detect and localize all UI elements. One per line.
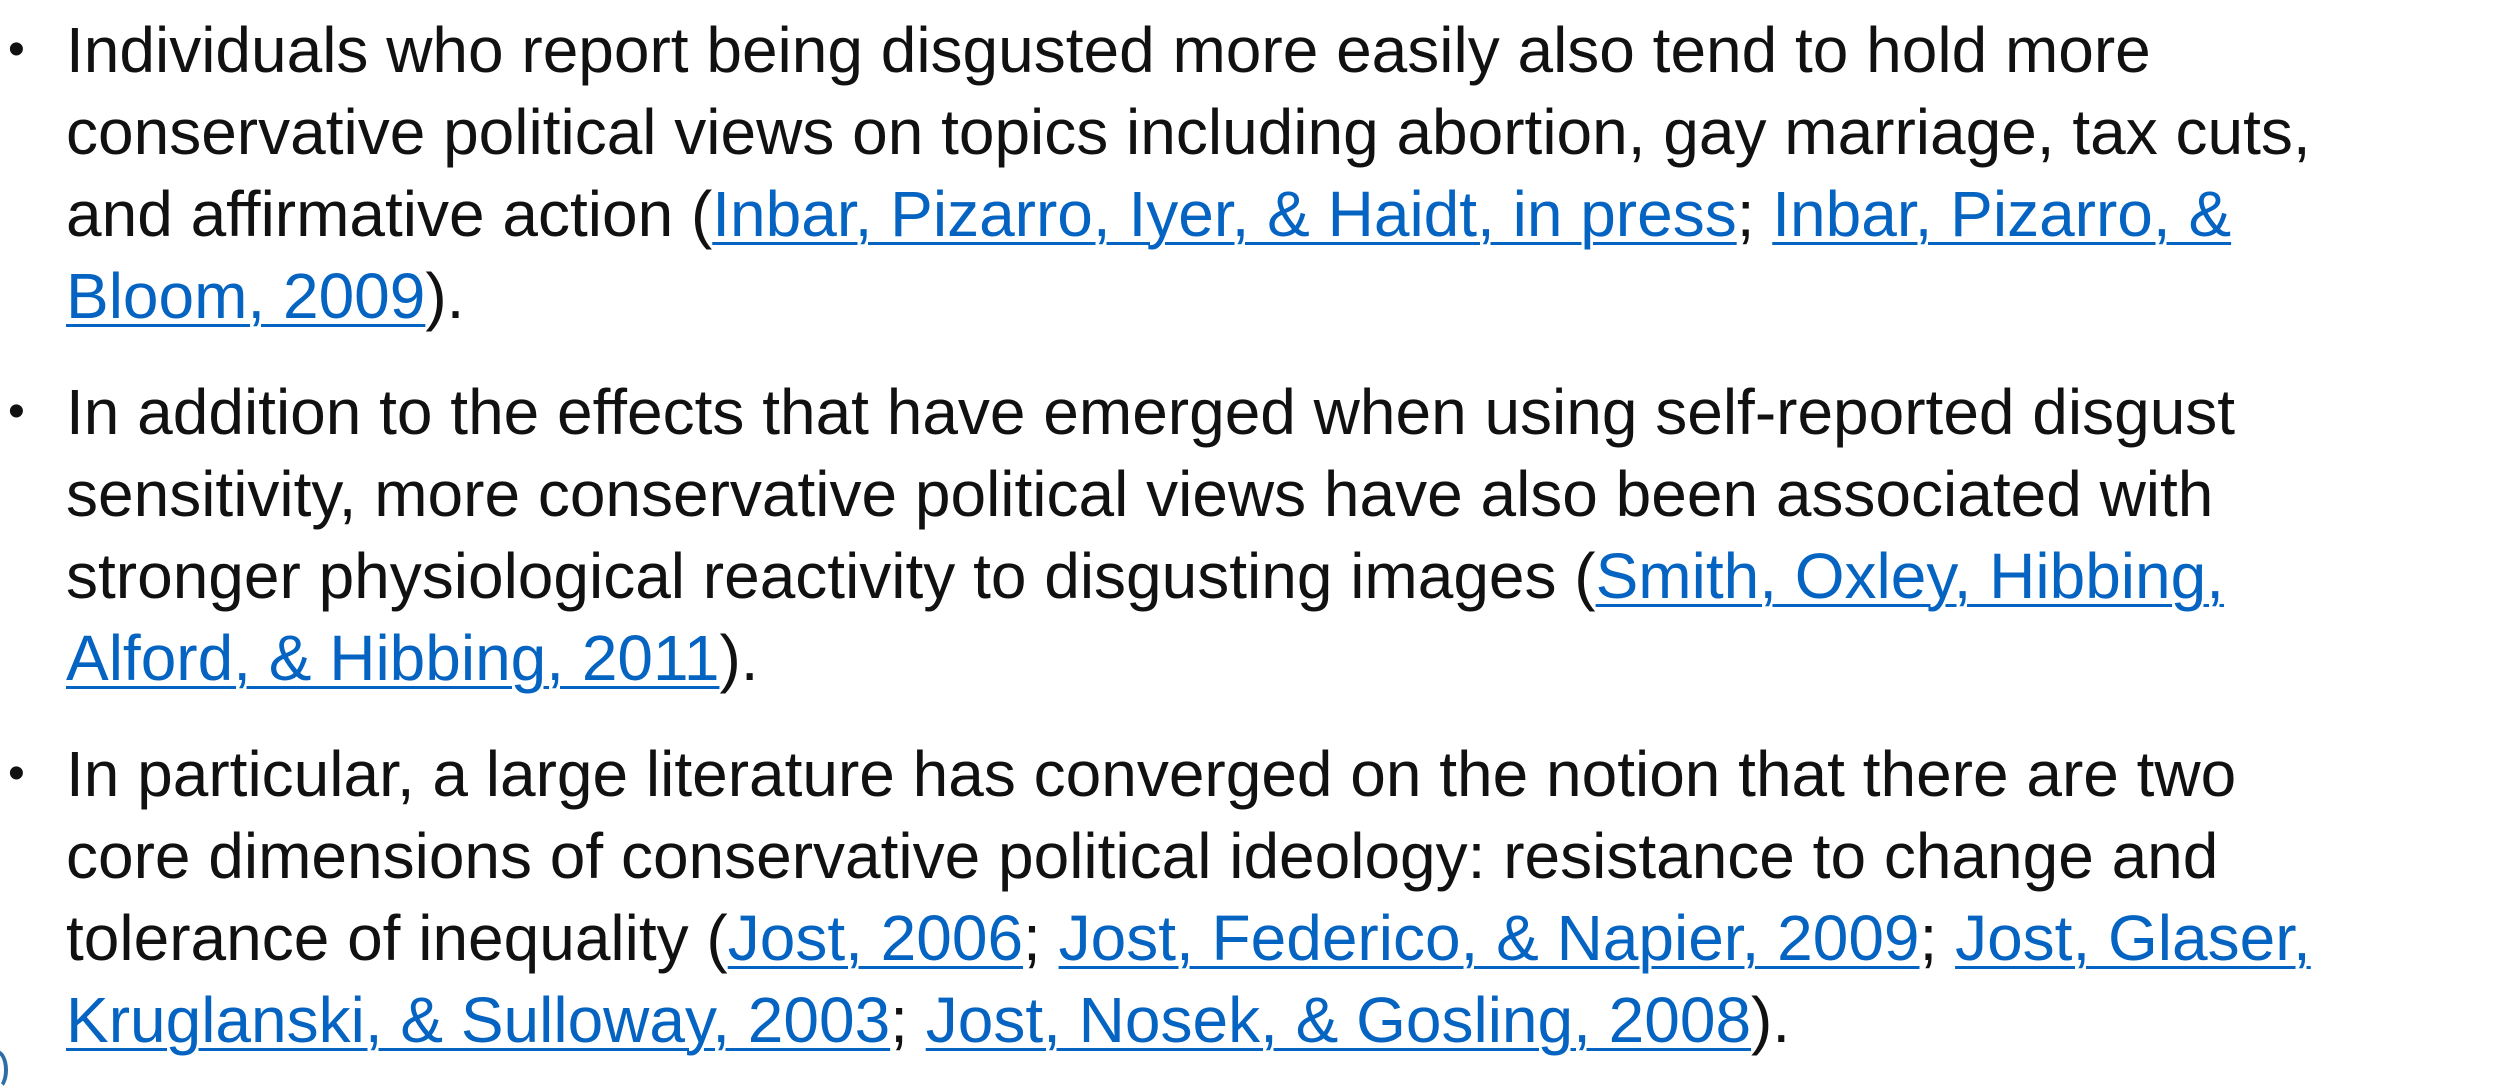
bullet-item: • In particular, a large literature has c… [0,733,2508,1061]
text-line: In particular, a large literature has co… [66,733,2508,815]
text-line: Kruglanski, & Sulloway, 2003; Jost, Nose… [66,979,2508,1061]
citation-link[interactable]: Inbar, Pizarro, & [1772,178,2232,250]
citation-link[interactable]: Jost, Glaser, [1955,902,2311,974]
text-segment: sensitivity, more conservative political… [66,458,2214,530]
bullet-item: • Individuals who report being disgusted … [0,0,2508,337]
citation-link[interactable]: Smith, Oxley, Hibbing, [1595,540,2224,612]
text-line: sensitivity, more conservative political… [66,453,2508,535]
bullet-text: In addition to the effects that have eme… [66,371,2508,699]
bullet-dot-icon: • [8,747,25,800]
bullet-text: Individuals who report being disgusted m… [66,9,2508,337]
text-segment: tolerance of inequality ( [66,902,728,974]
text-line: core dimensions of conservative politica… [66,815,2508,897]
text-segment: In addition to the effects that have eme… [66,376,2236,448]
text-segment: Individuals who report being disgusted m… [66,14,2151,86]
text-line: tolerance of inequality (Jost, 2006; Jos… [66,897,2508,979]
text-segment: ; [1023,902,1059,974]
citation-link[interactable]: Jost, Federico, & Napier, 2009 [1058,902,1920,974]
text-segment: and affirmative action ( [66,178,713,250]
text-segment: stronger physiological reactivity to dis… [66,540,1596,612]
text-line: Bloom, 2009). [66,255,2508,337]
citation-link[interactable]: Jost, 2006 [727,902,1024,974]
bullet-text: In particular, a large literature has co… [66,733,2508,1061]
text-segment: ; [890,984,926,1056]
citation-link[interactable]: Alford, & Hibbing, 2011 [66,622,720,694]
text-line: Alford, & Hibbing, 2011). [66,617,2508,699]
text-segment: ; [1919,902,1956,974]
citation-link[interactable]: Kruglanski, & Sulloway, 2003 [66,984,891,1056]
text-segment: conservative political views on topics i… [66,96,2311,168]
bullet-dot-icon: • [8,385,25,438]
text-line: and affirmative action (Inbar, Pizarro, … [66,173,2508,255]
text-line: conservative political views on topics i… [66,91,2508,173]
bullet-dot-icon: • [8,23,25,76]
text-segment: ). [425,260,465,332]
bullet-list: • Individuals who report being disgusted … [0,0,2508,1061]
text-line: stronger physiological reactivity to dis… [66,535,2508,617]
citation-link[interactable]: Inbar, Pizarro, Iyer, & Haidt, in press [712,178,1737,250]
citation-link[interactable]: Bloom, 2009 [66,260,426,332]
text-segment: core dimensions of conservative politica… [66,820,2219,892]
text-segment: ). [719,622,759,694]
text-segment: In particular, a large literature has co… [66,738,2237,810]
text-line: In addition to the effects that have eme… [66,371,2508,453]
text-line: Individuals who report being disgusted m… [66,9,2508,91]
text-segment: ). [1751,984,1791,1056]
text-segment: ; [1736,178,1773,250]
bullet-item: • In addition to the effects that have em… [0,371,2508,699]
citation-link[interactable]: Jost, Nosek, & Gosling, 2008 [925,984,1752,1056]
